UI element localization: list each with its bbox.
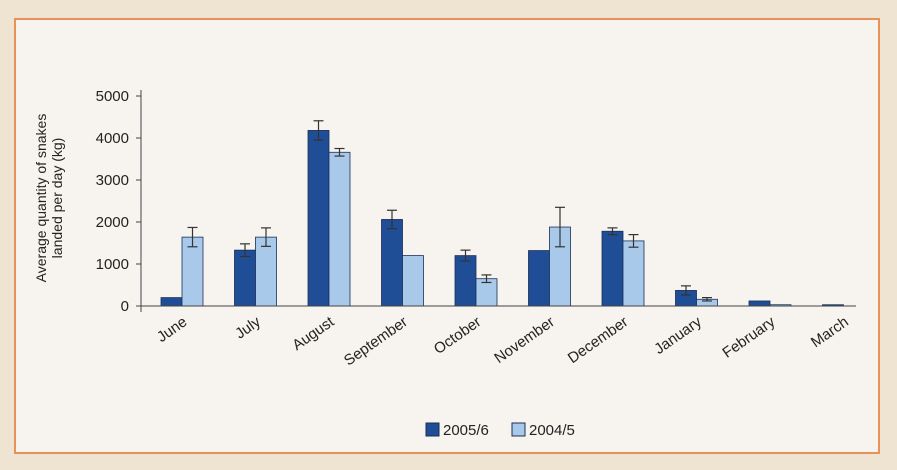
- x-tick-label-august: August: [289, 313, 338, 354]
- x-tick-label-january: January: [651, 313, 705, 358]
- bar-2004-5-december: [622, 240, 645, 307]
- y-axis-title-line-2: landed per day (kg): [49, 138, 65, 259]
- legend-swatch-2005-6: [425, 422, 440, 437]
- plot-area: 0 1000 2000 3000 4000 5000 June July August Septe…: [96, 88, 856, 369]
- x-tick-label-september: September: [341, 313, 411, 369]
- y-axis-title-line-1: Average quantity of snakes: [33, 114, 49, 283]
- bar-chart: Average quantity of snakes landed per da…: [33, 88, 856, 439]
- y-tick-label: 4000: [96, 130, 129, 147]
- legend-label-2005-6: 2005/6: [443, 422, 489, 439]
- bar-2005-6-october: [454, 255, 477, 307]
- legend-label-2004-5: 2004/5: [529, 422, 575, 439]
- legend-swatch-2004-5: [511, 422, 526, 437]
- x-tick-label-july: July: [232, 313, 264, 343]
- chart-panel: Average quantity of snakes landed per da…: [14, 18, 880, 454]
- bar-2005-6-june: [160, 297, 183, 307]
- bar-2005-6-december: [601, 230, 624, 307]
- x-tick-label-december: December: [565, 313, 631, 367]
- x-tick-label-march: March: [808, 313, 852, 351]
- bar-2005-6-august: [307, 130, 330, 307]
- legend: 2005/6 2004/5: [425, 422, 575, 439]
- bar-2005-6-july: [234, 249, 256, 307]
- y-axis-title: Average quantity of snakes landed per da…: [33, 114, 65, 283]
- y-tick-label: 3000: [96, 172, 129, 189]
- y-tick-label: 0: [121, 298, 129, 315]
- x-tick-label-november: November: [491, 313, 557, 367]
- bar-2005-6-november: [528, 250, 550, 307]
- y-tick-label: 1000: [96, 256, 129, 273]
- x-tick-label-october: October: [431, 313, 484, 358]
- y-tick-label: 5000: [96, 88, 129, 105]
- x-tick-label-february: February: [719, 313, 778, 362]
- x-tick-label-june: June: [154, 313, 190, 346]
- bar-2005-6-september: [381, 219, 403, 307]
- bar-2005-6-february: [748, 300, 771, 307]
- bar-2004-5-august: [328, 151, 351, 307]
- bar-2004-5-june: [181, 236, 204, 307]
- bar-2004-5-september: [402, 255, 424, 307]
- bar-2004-5-july: [255, 236, 277, 307]
- y-tick-label: 2000: [96, 214, 129, 231]
